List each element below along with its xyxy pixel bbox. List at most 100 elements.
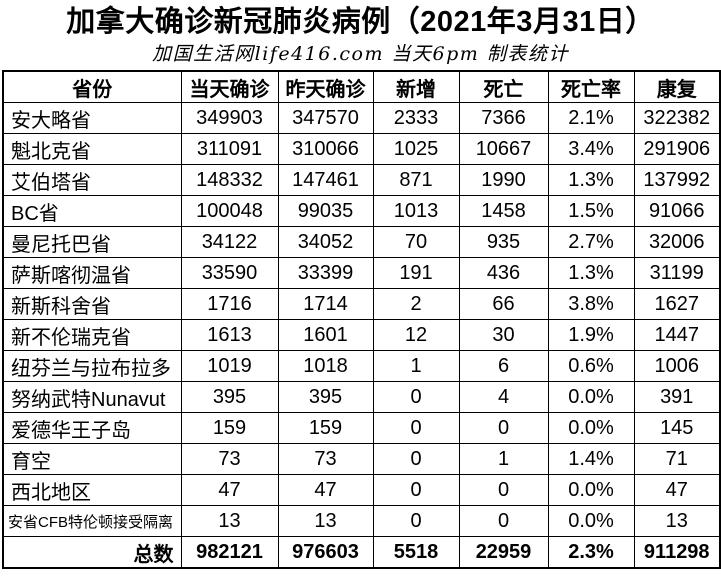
- table-row: 萨斯喀彻温省 33590 33399 191 436 1.3% 31199: [2, 257, 721, 289]
- cell-recovered: 31199: [633, 257, 721, 289]
- cell-province: 纽芬兰与拉布拉多: [2, 350, 182, 382]
- cell-yesterday-confirmed: 33399: [277, 257, 374, 289]
- cell-deaths: 30: [458, 319, 549, 351]
- cell-death-rate: 3.8%: [547, 288, 635, 320]
- cell-new-cases: 0: [372, 412, 460, 444]
- cell-deaths: 1458: [458, 195, 549, 227]
- cell-yesterday-confirmed: 73: [277, 443, 374, 475]
- cell-recovered: 291906: [633, 133, 721, 165]
- cell-province: 艾伯塔省: [2, 164, 182, 196]
- cell-recovered: 71: [633, 443, 721, 475]
- cell-today-confirmed: 33590: [180, 257, 279, 289]
- column-header-today-confirmed: 当天确诊: [180, 70, 279, 103]
- cell-today-confirmed: 349903: [180, 102, 279, 134]
- totals-row: 总数 982121 976603 5518 22959 2.3% 911298: [2, 536, 721, 569]
- cell-province: 新不伦瑞克省: [2, 319, 182, 351]
- cell-deaths: 0: [458, 505, 549, 537]
- table-row: 安大略省 349903 347570 2333 7366 2.1% 322382: [2, 102, 721, 134]
- cell-deaths: 1990: [458, 164, 549, 196]
- cell-recovered: 1627: [633, 288, 721, 320]
- cell-death-rate: 2.7%: [547, 226, 635, 258]
- cell-yesterday-confirmed: 395: [277, 381, 374, 413]
- cell-death-rate: 1.3%: [547, 164, 635, 196]
- cell-death-rate: 1.9%: [547, 319, 635, 351]
- cell-province: 萨斯喀彻温省: [2, 257, 182, 289]
- cell-province: 西北地区: [2, 474, 182, 506]
- cell-death-rate: 0.0%: [547, 505, 635, 537]
- column-header-yesterday-confirmed: 昨天确诊: [277, 70, 374, 103]
- cell-deaths: 7366: [458, 102, 549, 134]
- cell-death-rate: 1.5%: [547, 195, 635, 227]
- cell-recovered: 137992: [633, 164, 721, 196]
- column-header-new-cases: 新增: [372, 70, 460, 103]
- table-row: 新不伦瑞克省 1613 1601 12 30 1.9% 1447: [2, 319, 721, 351]
- cell-recovered: 47: [633, 474, 721, 506]
- cell-yesterday-confirmed: 159: [277, 412, 374, 444]
- cell-yesterday-confirmed: 1714: [277, 288, 374, 320]
- cell-recovered: 145: [633, 412, 721, 444]
- cell-death-rate: 0.0%: [547, 381, 635, 413]
- table-row: 纽芬兰与拉布拉多 1019 1018 1 6 0.6% 1006: [2, 350, 721, 382]
- table-row: 安省CFB特伦顿接受隔离 13 13 0 0 0.0% 13: [2, 505, 721, 537]
- column-header-recovered: 康复: [633, 70, 721, 103]
- table-row: 曼尼托巴省 34122 34052 70 935 2.7% 32006: [2, 226, 721, 258]
- cell-today-confirmed: 1613: [180, 319, 279, 351]
- cell-province: 爱德华王子岛: [2, 412, 182, 444]
- totals-new-cases: 5518: [372, 536, 460, 569]
- cell-province: 新斯科舍省: [2, 288, 182, 320]
- column-header-death-rate: 死亡率: [547, 70, 635, 103]
- cell-recovered: 13: [633, 505, 721, 537]
- table-row: 西北地区 47 47 0 0 0.0% 47: [2, 474, 721, 506]
- cell-today-confirmed: 311091: [180, 133, 279, 165]
- table-row: 魁北克省 311091 310066 1025 10667 3.4% 291906: [2, 133, 721, 165]
- cell-new-cases: 191: [372, 257, 460, 289]
- page-title: 加拿大确诊新冠肺炎病例（2021年3月31日）: [66, 6, 655, 38]
- totals-death-rate: 2.3%: [547, 536, 635, 569]
- totals-yesterday-confirmed: 976603: [277, 536, 374, 569]
- table-header-row: 省份 当天确诊 昨天确诊 新增 死亡 死亡率 康复: [2, 70, 721, 103]
- cell-death-rate: 0.0%: [547, 412, 635, 444]
- cell-recovered: 391: [633, 381, 721, 413]
- totals-deaths: 22959: [458, 536, 549, 569]
- column-header-deaths: 死亡: [458, 70, 549, 103]
- table-row: BC省 100048 99035 1013 1458 1.5% 91066: [2, 195, 721, 227]
- cell-today-confirmed: 395: [180, 381, 279, 413]
- cell-death-rate: 3.4%: [547, 133, 635, 165]
- cell-recovered: 1447: [633, 319, 721, 351]
- cell-today-confirmed: 148332: [180, 164, 279, 196]
- table-row: 育空 73 73 0 1 1.4% 71: [2, 443, 721, 475]
- cell-today-confirmed: 47: [180, 474, 279, 506]
- cell-new-cases: 2: [372, 288, 460, 320]
- cell-recovered: 32006: [633, 226, 721, 258]
- cell-recovered: 1006: [633, 350, 721, 382]
- table-row: 艾伯塔省 148332 147461 871 1990 1.3% 137992: [2, 164, 721, 196]
- cell-death-rate: 1.4%: [547, 443, 635, 475]
- cell-new-cases: 0: [372, 505, 460, 537]
- table-row: 爱德华王子岛 159 159 0 0 0.0% 145: [2, 412, 721, 444]
- cell-today-confirmed: 159: [180, 412, 279, 444]
- covid-stats-table: 省份 当天确诊 昨天确诊 新增 死亡 死亡率 康复 安大略省 349903 347570 2333…: [2, 70, 721, 569]
- table-row: 努纳武特Nunavut 395 395 0 4 0.0% 391: [2, 381, 721, 413]
- cell-death-rate: 2.1%: [547, 102, 635, 134]
- cell-deaths: 1: [458, 443, 549, 475]
- totals-today-confirmed: 982121: [180, 536, 279, 569]
- cell-yesterday-confirmed: 1601: [277, 319, 374, 351]
- cell-deaths: 436: [458, 257, 549, 289]
- cell-province: 安省CFB特伦顿接受隔离: [2, 505, 182, 537]
- cell-new-cases: 12: [372, 319, 460, 351]
- cell-new-cases: 871: [372, 164, 460, 196]
- cell-new-cases: 0: [372, 474, 460, 506]
- cell-yesterday-confirmed: 147461: [277, 164, 374, 196]
- cell-yesterday-confirmed: 310066: [277, 133, 374, 165]
- covid-stats-page: 加拿大确诊新冠肺炎病例（2021年3月31日） 加国生活网life416.com…: [0, 5, 721, 582]
- column-header-province: 省份: [2, 70, 182, 103]
- cell-yesterday-confirmed: 47: [277, 474, 374, 506]
- cell-yesterday-confirmed: 99035: [277, 195, 374, 227]
- cell-province: 育空: [2, 443, 182, 475]
- totals-recovered: 911298: [633, 536, 721, 569]
- cell-yesterday-confirmed: 13: [277, 505, 374, 537]
- cell-death-rate: 0.6%: [547, 350, 635, 382]
- cell-deaths: 66: [458, 288, 549, 320]
- cell-today-confirmed: 1019: [180, 350, 279, 382]
- cell-yesterday-confirmed: 34052: [277, 226, 374, 258]
